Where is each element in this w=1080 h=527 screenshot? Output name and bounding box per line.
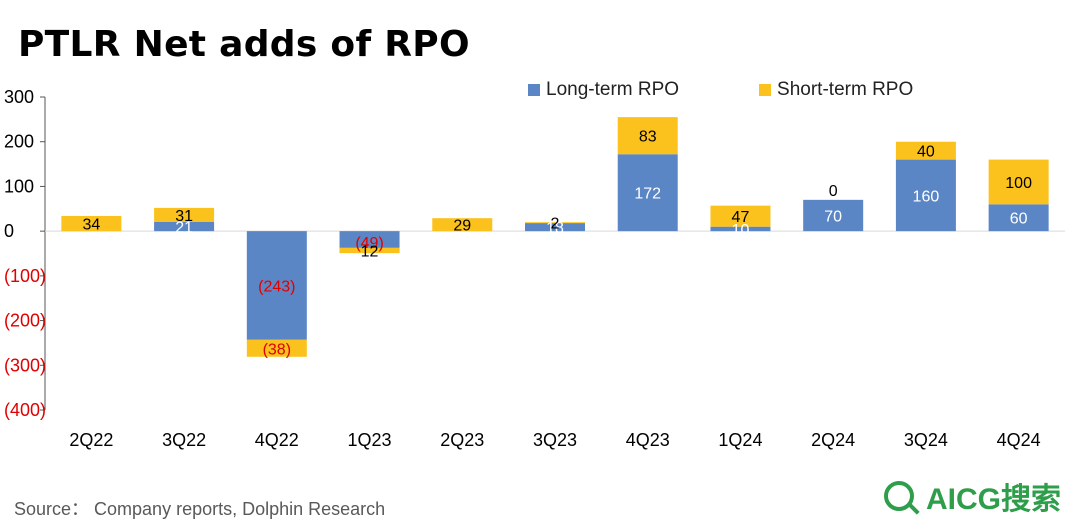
bar-long-term xyxy=(339,231,400,254)
x-tick-label: 2Q23 xyxy=(440,430,484,450)
data-label-long-term: 70 xyxy=(824,208,842,225)
legend-label-long-term: Long-term RPO xyxy=(546,79,680,100)
x-tick-label: 4Q24 xyxy=(997,430,1041,450)
bar-long-term xyxy=(525,223,585,232)
data-label-long-term: 160 xyxy=(913,188,940,205)
x-tick-label: 2Q24 xyxy=(811,430,855,450)
bar-short-term xyxy=(525,222,585,224)
brand-text: AICG搜索 xyxy=(926,483,1061,516)
legend-swatch-long-term xyxy=(528,84,540,96)
x-tick-label: 3Q23 xyxy=(533,430,577,450)
data-label-long-term: (49) xyxy=(355,235,383,252)
legend-item-short-term: Short-term RPO xyxy=(759,79,913,101)
x-tick-label: 2Q22 xyxy=(69,430,113,450)
bar-short-term xyxy=(246,339,307,357)
bar-short-term xyxy=(154,207,215,222)
bar-short-term xyxy=(432,218,493,232)
data-label-long-term: 21 xyxy=(175,219,193,236)
x-tick-label: 4Q22 xyxy=(255,430,299,450)
bar-long-term xyxy=(895,159,956,232)
legend: Long-term RPO Short-term RPO xyxy=(528,78,993,102)
bar-long-term xyxy=(246,231,307,340)
x-tick-label: 3Q22 xyxy=(162,430,206,450)
bar-short-term xyxy=(617,117,678,155)
bar-short-term xyxy=(988,159,1049,205)
data-label-short-term: 2 xyxy=(551,216,560,233)
legend-swatch-short-term xyxy=(759,84,772,96)
x-tick-label: 3Q24 xyxy=(904,430,948,450)
bar-short-term xyxy=(339,247,400,254)
y-tick-label: (100) xyxy=(4,266,46,286)
bar-chart: 3002001000(100)(200)(300)(400)342Q222131… xyxy=(4,87,1065,450)
x-tick-label: 1Q23 xyxy=(348,430,392,450)
y-tick-label: (300) xyxy=(4,355,46,375)
legend-label-short-term: Short-term RPO xyxy=(777,79,914,100)
bar-short-term xyxy=(895,141,956,160)
brand-logo: AICG搜索 xyxy=(884,474,1061,518)
bar-long-term xyxy=(988,204,1049,232)
bar-long-term xyxy=(617,154,678,232)
data-label-long-term: 172 xyxy=(634,186,661,203)
data-label-long-term: (243) xyxy=(258,278,295,295)
data-label-short-term: 100 xyxy=(1005,175,1032,192)
y-tick-label: 100 xyxy=(4,176,34,196)
y-tick-label: 300 xyxy=(4,87,34,107)
data-label-short-term: 47 xyxy=(732,209,750,226)
data-label-short-term: 40 xyxy=(917,144,935,161)
bar-long-term xyxy=(803,199,864,232)
data-label-short-term: (38) xyxy=(263,341,291,358)
y-tick-label: 0 xyxy=(4,221,14,241)
bar-short-term xyxy=(61,215,122,232)
chart-title: PTLR Net adds of RPO xyxy=(18,24,470,65)
data-label-short-term: 29 xyxy=(453,218,471,235)
y-tick-label: 200 xyxy=(4,132,34,152)
data-label-short-term: 12 xyxy=(361,243,379,260)
bar-short-term xyxy=(710,205,771,227)
data-label-long-term: 10 xyxy=(732,222,750,239)
data-label-long-term: 60 xyxy=(1010,211,1028,228)
bar-long-term xyxy=(154,221,215,232)
bar-long-term xyxy=(710,226,771,232)
y-tick-label: (200) xyxy=(4,311,46,331)
data-label-short-term: 83 xyxy=(639,129,657,146)
data-label-long-term: 18 xyxy=(546,220,564,237)
source-note: Source： Company reports, Dolphin Researc… xyxy=(14,499,386,519)
x-tick-label: 1Q24 xyxy=(718,430,762,450)
y-tick-label: (400) xyxy=(4,400,46,420)
magnifier-icon xyxy=(884,481,914,511)
legend-item-long-term: Long-term RPO xyxy=(528,79,679,101)
data-label-short-term: 34 xyxy=(82,217,100,234)
x-tick-label: 4Q23 xyxy=(626,430,670,450)
data-label-short-term: 31 xyxy=(175,208,193,225)
data-label-short-term: 0 xyxy=(829,183,838,200)
